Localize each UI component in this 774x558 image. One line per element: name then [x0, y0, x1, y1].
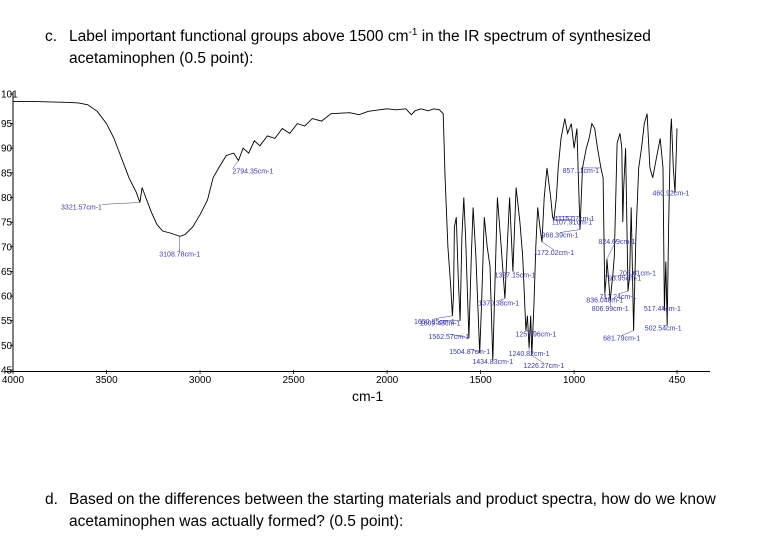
peak-label: 712.24cm-1 — [599, 294, 636, 301]
y-tick-label: 95 — [1, 119, 13, 130]
y-tick-label: 80 — [1, 193, 13, 204]
peak-leader-line — [617, 290, 629, 295]
peak-annotations: 3321.57cm-1 3108.78cm-1 2794.35cm-1 1650.85… — [61, 160, 690, 370]
peak-label: 968.39cm-1 — [542, 233, 579, 240]
peak-leader-line — [434, 315, 453, 320]
x-tick-label: 1500 — [469, 375, 492, 386]
peak-leader-line — [531, 355, 544, 364]
peak-label: 1240.82cm-1 — [509, 351, 550, 358]
peak-label: 1562.57cm-1 — [428, 334, 469, 341]
y-tick-label: 50 — [1, 341, 13, 352]
peak-label: 824.69cm-1 — [598, 239, 635, 246]
peak-label: 1609.48cm-1 — [420, 321, 461, 328]
peak-leader-line — [621, 330, 634, 336]
question-d: d. Based on the differences between the s… — [45, 489, 716, 533]
y-tick-label: 70 — [1, 242, 13, 253]
peak-leader-line — [541, 241, 555, 251]
peak-label: 1107.91cm-1 — [552, 220, 592, 227]
x-tick-label: 1000 — [563, 375, 586, 386]
peak-leader-line — [662, 305, 665, 311]
peak-label: 806.99cm-1 — [592, 306, 629, 313]
y-tick-label: 65 — [1, 267, 13, 278]
peak-leader-line — [448, 333, 469, 339]
question-d-line1: Based on the differences between the sta… — [69, 491, 716, 508]
x-tick-label: 2500 — [282, 375, 305, 386]
peak-leader-line — [612, 275, 623, 277]
peak-leader-line — [629, 270, 638, 277]
peak-leader-line — [232, 160, 239, 169]
peak-leader-line — [101, 202, 140, 205]
y-tick-label: 101 — [1, 90, 18, 101]
peak-label: 703.61cm-1 — [619, 270, 656, 277]
peak-label: 1172.02cm-1 — [534, 250, 574, 257]
question-c: c. Label important functional groups abov… — [45, 22, 651, 70]
question-c-line2: acetaminophen (0.5 point): — [69, 50, 254, 68]
peak-label: 1504.87cm-1 — [449, 349, 490, 356]
peak-leader-line — [560, 229, 581, 233]
y-tick-label: 45 — [1, 366, 13, 377]
question-c-text-pre: Label important functional groups above … — [69, 28, 409, 46]
peak-label: 460.92cm-1 — [652, 191, 689, 198]
peak-label: 517.44cm-1 — [644, 306, 681, 313]
chart-ticks: 45 50 55 60 65 70 75 80 85 90 95 101 4000 3500 3000 250… — [1, 90, 686, 387]
y-tick-label: 85 — [1, 168, 13, 179]
peak-label: 502.54cm-1 — [645, 326, 682, 333]
chart-axes — [5, 92, 710, 372]
peak-leader-line — [469, 348, 480, 353]
question-c-letter: c. — [45, 28, 58, 46]
peak-leader-line — [525, 330, 536, 332]
question-d-letter: d. — [45, 491, 58, 508]
x-axis-title: cm-1 — [352, 388, 383, 404]
peak-leader-line — [670, 190, 676, 193]
y-tick-label: 90 — [1, 144, 13, 155]
peak-label: 1257.96cm-1 — [515, 332, 556, 339]
x-tick-label: 2000 — [376, 375, 399, 386]
ir-spectrum-trace — [13, 100, 678, 362]
peak-label: 3321.57cm-1 — [61, 204, 102, 211]
x-tick-label: 3500 — [95, 375, 118, 386]
peak-label: 793.95cm-1 — [604, 275, 641, 282]
peak-label: 681.79cm-1 — [603, 336, 640, 343]
peak-label: 1370.38cm-1 — [478, 301, 519, 308]
y-tick-label: 75 — [1, 218, 13, 229]
peak-label: 1650.85cm-1 — [414, 319, 455, 326]
question-d-line2: acetaminophen was actually formed? (0.5 … — [69, 513, 404, 530]
peak-leader-line — [606, 238, 618, 260]
peak-leader-line — [552, 215, 575, 218]
x-tick-label: 450 — [669, 375, 686, 386]
peak-label: 1226.27cm-1 — [523, 363, 564, 370]
x-tick-label: 4000 — [2, 375, 25, 386]
peak-label: 2794.35cm-1 — [233, 169, 274, 176]
peak-label: 1434.83cm-1 — [472, 359, 513, 366]
peak-leader-line — [512, 271, 516, 273]
peak-label: 3108.78cm-1 — [159, 251, 200, 258]
y-tick-label: 55 — [1, 316, 13, 327]
x-tick-label: 3000 — [189, 375, 212, 386]
ir-spectrum-chart: 45 50 55 60 65 70 75 80 85 90 95 101 4000 3500 3000 250… — [1, 90, 710, 404]
y-tick-label: 60 — [1, 292, 13, 303]
peak-label: 857.11cm-1 — [563, 168, 600, 175]
question-c-superscript: -1 — [408, 27, 418, 38]
peak-label: 1327.15cm-1 — [495, 272, 536, 279]
peak-leader-line — [498, 298, 505, 301]
question-c-text-post: in the IR spectrum of synthesized — [417, 28, 651, 46]
peak-label: 1115.07cm-1 — [555, 216, 595, 223]
peak-label: 836.04cm-1 — [586, 298, 623, 305]
